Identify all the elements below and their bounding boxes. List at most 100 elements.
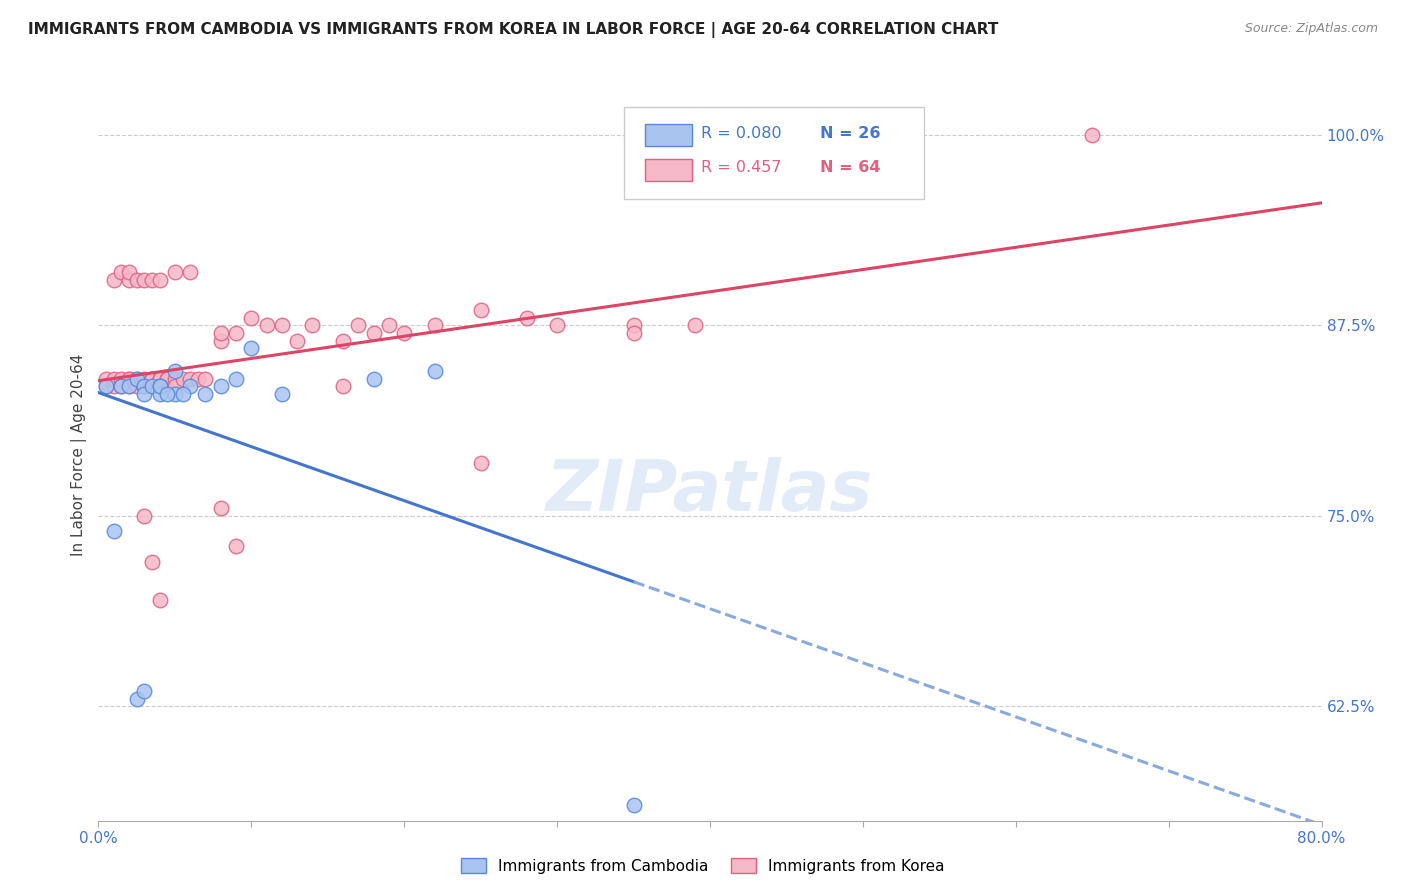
Point	[125, 372, 148, 386]
Point	[149, 592, 172, 607]
Point	[209, 379, 232, 393]
Point	[347, 318, 370, 333]
Point	[163, 379, 186, 393]
Point	[103, 524, 125, 538]
Point	[256, 318, 278, 333]
Point	[134, 273, 156, 287]
Point	[94, 379, 117, 393]
Point	[163, 265, 186, 279]
Point	[209, 334, 232, 348]
Point	[623, 798, 645, 813]
Point	[240, 341, 263, 355]
FancyBboxPatch shape	[624, 108, 924, 199]
Point	[103, 379, 125, 393]
Point	[423, 364, 446, 378]
Point	[125, 273, 148, 287]
Point	[118, 372, 141, 386]
Point	[546, 318, 568, 333]
Point	[125, 372, 148, 386]
Point	[134, 684, 156, 698]
Point	[179, 379, 201, 393]
Point	[125, 691, 148, 706]
Point	[141, 379, 163, 393]
Point	[172, 387, 194, 401]
Text: N = 26: N = 26	[820, 126, 880, 141]
Point	[149, 379, 172, 393]
Point	[163, 364, 186, 378]
Point	[110, 379, 132, 393]
Point	[623, 318, 645, 333]
Point	[179, 265, 201, 279]
Point	[363, 372, 385, 386]
Bar	[645, 159, 692, 180]
Point	[332, 379, 354, 393]
Point	[363, 326, 385, 340]
Point	[470, 456, 492, 470]
Point	[179, 372, 201, 386]
Bar	[645, 124, 692, 146]
Point	[149, 387, 172, 401]
Point	[1081, 128, 1104, 142]
Text: IMMIGRANTS FROM CAMBODIA VS IMMIGRANTS FROM KOREA IN LABOR FORCE | AGE 20-64 COR: IMMIGRANTS FROM CAMBODIA VS IMMIGRANTS F…	[28, 22, 998, 38]
Point	[149, 372, 172, 386]
Point	[516, 310, 538, 325]
Point	[623, 326, 645, 340]
Point	[194, 387, 217, 401]
Point	[134, 379, 156, 393]
Point	[149, 372, 172, 386]
Point	[149, 273, 172, 287]
Point	[683, 318, 706, 333]
Point	[423, 318, 446, 333]
Point	[187, 372, 209, 386]
Point	[392, 326, 416, 340]
Point	[110, 265, 132, 279]
Legend: Immigrants from Cambodia, Immigrants from Korea: Immigrants from Cambodia, Immigrants fro…	[456, 852, 950, 880]
Point	[94, 372, 117, 386]
Point	[156, 372, 179, 386]
Point	[141, 372, 163, 386]
Point	[240, 310, 263, 325]
Point	[225, 539, 247, 553]
Y-axis label: In Labor Force | Age 20-64: In Labor Force | Age 20-64	[72, 354, 87, 556]
Point	[110, 379, 132, 393]
Point	[332, 334, 354, 348]
Point	[118, 379, 141, 393]
Point	[149, 372, 172, 386]
Point	[134, 372, 156, 386]
Point	[149, 379, 172, 393]
Point	[118, 379, 141, 393]
Point	[156, 372, 179, 386]
Point	[163, 387, 186, 401]
Point	[134, 508, 156, 523]
Point	[103, 372, 125, 386]
Point	[141, 273, 163, 287]
Point	[118, 372, 141, 386]
Text: R = 0.080: R = 0.080	[702, 126, 782, 141]
Point	[301, 318, 323, 333]
Text: ZIPatlas: ZIPatlas	[547, 457, 873, 526]
Point	[141, 555, 163, 569]
Point	[225, 326, 247, 340]
Point	[94, 379, 117, 393]
Point	[194, 372, 217, 386]
Text: R = 0.457: R = 0.457	[702, 160, 782, 175]
Point	[134, 379, 156, 393]
Point	[163, 372, 186, 386]
Point	[110, 372, 132, 386]
Point	[209, 501, 232, 516]
Point	[378, 318, 401, 333]
Point	[172, 372, 194, 386]
Point	[141, 372, 163, 386]
Point	[134, 387, 156, 401]
Point	[470, 303, 492, 318]
Point	[270, 318, 292, 333]
Point	[285, 334, 308, 348]
Point	[103, 273, 125, 287]
Text: N = 64: N = 64	[820, 160, 880, 175]
Text: Source: ZipAtlas.com: Source: ZipAtlas.com	[1244, 22, 1378, 36]
Point	[225, 372, 247, 386]
Point	[118, 265, 141, 279]
Point	[125, 379, 148, 393]
Point	[118, 273, 141, 287]
Point	[209, 326, 232, 340]
